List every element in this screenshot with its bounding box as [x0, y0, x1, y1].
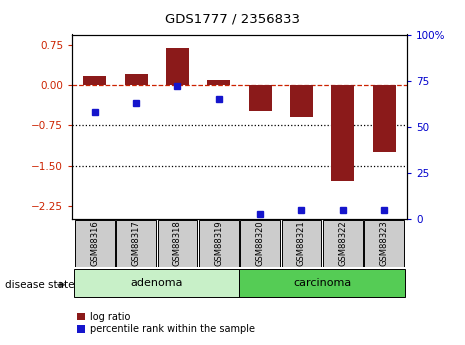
FancyBboxPatch shape	[323, 220, 363, 267]
FancyBboxPatch shape	[158, 220, 197, 267]
FancyBboxPatch shape	[364, 220, 404, 267]
Bar	[373, 85, 396, 152]
FancyBboxPatch shape	[75, 220, 115, 267]
FancyBboxPatch shape	[282, 220, 321, 267]
Text: carcinoma: carcinoma	[293, 278, 351, 288]
Text: GSM88321: GSM88321	[297, 220, 306, 266]
Text: GSM88318: GSM88318	[173, 220, 182, 266]
FancyBboxPatch shape	[240, 220, 280, 267]
FancyBboxPatch shape	[199, 220, 239, 267]
FancyBboxPatch shape	[239, 269, 405, 297]
Bar	[166, 48, 189, 85]
Bar	[83, 76, 106, 85]
Bar	[207, 80, 230, 85]
FancyBboxPatch shape	[116, 220, 156, 267]
Text: disease state: disease state	[5, 280, 74, 289]
Legend: log ratio, percentile rank within the sample: log ratio, percentile rank within the sa…	[77, 312, 254, 334]
Bar	[332, 85, 354, 180]
Bar	[125, 73, 147, 85]
Text: GSM88317: GSM88317	[132, 220, 140, 266]
Text: GSM88320: GSM88320	[256, 220, 265, 266]
FancyBboxPatch shape	[74, 269, 239, 297]
Text: GSM88322: GSM88322	[339, 220, 347, 266]
Text: GDS1777 / 2356833: GDS1777 / 2356833	[165, 12, 300, 25]
Text: GSM88319: GSM88319	[214, 220, 223, 266]
Text: adenoma: adenoma	[131, 278, 183, 288]
Text: GSM88316: GSM88316	[90, 220, 100, 266]
Text: GSM88323: GSM88323	[379, 220, 389, 266]
Bar	[290, 85, 313, 117]
Bar	[249, 85, 272, 111]
